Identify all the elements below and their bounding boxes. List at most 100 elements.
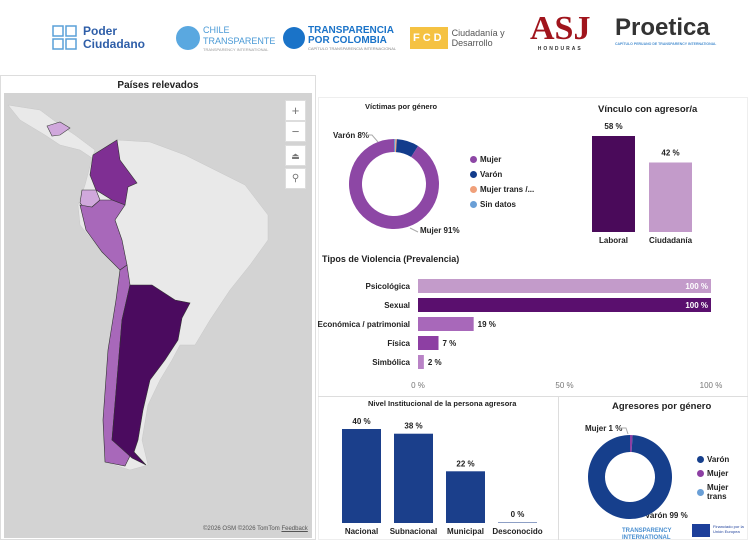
victimas-label-varon: Varón 8% <box>333 131 370 140</box>
feedback-link[interactable]: Feedback <box>281 526 308 532</box>
map[interactable] <box>4 93 312 538</box>
legend-label: Mujer <box>707 469 729 478</box>
country-colombia <box>89 139 138 206</box>
victimas-legend-item[interactable]: Sin datos <box>470 200 516 209</box>
tipos-value-label: 100 % <box>685 282 708 291</box>
logo-sub: CAPÍTULO TRANSPARENCIA INTERNACIONAL <box>308 45 397 51</box>
vinculo-category-label: Ciudadanía <box>649 236 693 245</box>
vinculo-value-label: 42 % <box>661 148 679 157</box>
legend-label: Varón <box>480 170 503 179</box>
logo-fcd: FCD Ciudadanía y Desarrollo <box>410 18 512 58</box>
leader-line <box>618 427 629 435</box>
tipos-category-label: Sexual <box>384 301 410 310</box>
map-title: Países relevados <box>117 80 199 91</box>
logo-asj: ASJ HONDURAS <box>530 12 590 53</box>
nivel-bar <box>394 433 433 523</box>
nivel-category-label: Nacional <box>345 527 378 536</box>
legend-dot-icon <box>470 201 477 208</box>
legend-dot-icon <box>470 186 477 193</box>
credit-text: ©2026 OSM ©2026 TomTom <box>203 526 280 532</box>
leader-line <box>362 134 379 143</box>
globe-icon <box>283 27 305 49</box>
nivel-category-label: Subnacional <box>390 527 438 536</box>
agresores-legend-item[interactable]: Varón <box>697 455 729 464</box>
logo-proetica: Proetica CAPÍTULO PERUANO DE TRANSPARENC… <box>615 14 725 54</box>
vinculo-category-label: Laboral <box>599 236 628 245</box>
leader-line <box>409 227 419 233</box>
globe-icon <box>176 26 200 50</box>
ti-logo: TRANSPARENCY INTERNATIONAL <box>622 528 672 541</box>
zoom-in-button[interactable]: + <box>285 100 306 121</box>
nivel-value-label: 38 % <box>404 422 422 431</box>
agresores-slice-var-n <box>588 435 673 519</box>
nivel-value-label: 22 % <box>456 459 474 468</box>
victimas-slice-mujer-trans- <box>395 139 397 153</box>
agresores-legend-item[interactable]: Mujer <box>697 469 728 478</box>
tipos-value-label: 19 % <box>478 320 496 329</box>
legend-dot-icon <box>470 156 477 163</box>
tipos-xtick-label: 0 % <box>411 381 425 390</box>
divider <box>558 397 559 540</box>
logo-poder-ciudadano: Poder Ciudadano <box>52 18 162 58</box>
tipos-value-label: 7 % <box>443 339 457 348</box>
nivel-bar <box>498 522 537 523</box>
nivel-bar <box>446 471 485 523</box>
logo-sub: CAPÍTULO PERUANO DE TRANSPARENCY INTERNA… <box>615 42 717 46</box>
poder-ciudadano-icon <box>52 25 77 50</box>
logo-text: Proetica <box>615 14 710 41</box>
victimas-slice-mujer <box>349 139 440 230</box>
vinculo-bar-laboral <box>592 136 635 232</box>
logo-sub: Ciudadanía y Desarrollo <box>451 28 505 48</box>
tipos-bar <box>418 336 439 350</box>
logo-chile-transparente: CHILE TRANSPARENTE TRANSPARENCY INTERNATI… <box>175 18 278 58</box>
tilt-button[interactable]: ⏏ <box>285 145 306 166</box>
eu-flag <box>692 524 710 537</box>
legend-label: Mujer trans <box>706 483 729 501</box>
legend-dot-icon <box>470 171 477 178</box>
agresores-label-mujer: Mujer 1 % <box>585 424 623 433</box>
legend-label: Varón <box>707 455 730 464</box>
nivel-category-label: Municipal <box>447 527 484 536</box>
tipos-category-label: Física <box>387 339 410 348</box>
nivel-value-label: 0 % <box>511 510 525 519</box>
legend-label: Mujer trans /... <box>480 185 535 194</box>
victimas-legend-item[interactable]: Mujer trans /... <box>470 185 534 194</box>
zoom-out-button[interactable]: − <box>285 121 306 142</box>
country-peru <box>79 199 128 271</box>
nivel-value-label: 40 % <box>352 417 370 426</box>
tipos-bar <box>418 298 711 312</box>
logo-text: FCD <box>410 27 448 49</box>
agresores-slice-mujer <box>630 435 633 453</box>
tipos-bar <box>418 355 424 369</box>
tipos-category-label: Económica / patrimonial <box>318 320 410 329</box>
victimas-legend-item[interactable]: Mujer <box>470 155 501 164</box>
divider <box>318 396 748 397</box>
vinculo-bar-ciudadanía <box>649 162 692 232</box>
logo-sub: TRANSPARENCY INTERNATIONAL <box>203 46 269 52</box>
tipos-category-label: Psicológica <box>366 282 411 291</box>
victimas-slice-sin-datos <box>394 139 396 153</box>
tipos-value-label: 100 % <box>685 301 708 310</box>
legend-dot-icon <box>697 456 704 463</box>
tipos-title: Tipos de Violencia (Prevalencia) <box>322 254 460 264</box>
nivel-bar <box>342 429 381 523</box>
legend-label: Sin datos <box>480 200 517 209</box>
compass-button[interactable]: ⚲ <box>285 168 306 189</box>
agresores-legend-item[interactable]: Mujer trans <box>697 483 750 501</box>
legend-dot-icon <box>697 470 704 477</box>
tipos-category-label: Simbólica <box>372 358 410 367</box>
country-argentina <box>111 284 191 466</box>
tipos-bar <box>418 317 474 331</box>
victimas-legend-item[interactable]: Varón <box>470 170 502 179</box>
country-honduras <box>46 121 71 137</box>
agresores-title: Agresores por género <box>612 401 712 412</box>
logo-text: CHILE TRANSPARENTE <box>203 24 276 46</box>
eu-text: Financiado por la Unión Europea <box>713 524 744 534</box>
logo-transparencia-colombia: TRANSPARENCIA POR COLOMBIA CAPÍTULO TRANS… <box>282 18 408 58</box>
nivel-category-label: Desconocido <box>492 527 542 536</box>
logo-text: TRANSPARENCIA POR COLOMBIA <box>308 24 394 46</box>
tipos-xtick-label: 100 % <box>700 381 723 390</box>
tipos-xtick-label: 50 % <box>555 381 573 390</box>
logo-text: Poder Ciudadano <box>83 24 145 51</box>
